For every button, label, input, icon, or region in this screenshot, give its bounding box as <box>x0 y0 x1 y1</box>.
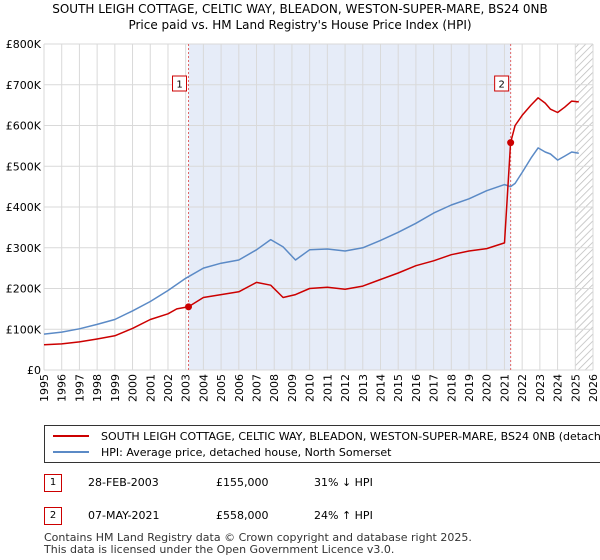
x-tick-label: 2003 <box>180 374 193 402</box>
y-tick-label: £600K <box>6 120 42 133</box>
x-tick-label: 2004 <box>197 374 210 402</box>
footer-copyright: Contains HM Land Registry data © Crown c… <box>44 531 472 544</box>
sale-point <box>185 303 193 311</box>
x-tick-label: 2017 <box>428 374 441 402</box>
y-tick-label: £400K <box>6 201 42 214</box>
x-tick-label: 2022 <box>516 374 529 402</box>
x-tick-label: 1999 <box>109 374 122 402</box>
x-tick-label: 2026 <box>587 374 600 402</box>
x-tick-label: 2024 <box>552 374 565 402</box>
x-tick-label: 2010 <box>304 374 317 402</box>
x-tick-label: 1997 <box>73 374 86 402</box>
hpi-line <box>43 147 579 335</box>
sale-number-box <box>494 75 510 92</box>
transaction-date: 28-FEB-2003 <box>88 476 159 489</box>
legend-label-hpi: HPI: Average price, detached house, Nort… <box>101 445 392 459</box>
chart-subtitle: Price paid vs. HM Land Registry's House … <box>128 18 472 32</box>
x-tick-label: 2015 <box>392 374 405 402</box>
y-tick-label: £100K <box>6 323 42 336</box>
y-tick-label: £800K <box>6 38 42 51</box>
sale-number-label: 2 <box>498 80 504 91</box>
x-tick-label: 2020 <box>481 374 494 402</box>
x-tick-label: 2012 <box>339 374 352 402</box>
chart-title: SOUTH LEIGH COTTAGE, CELTIC WAY, BLEADON… <box>52 2 548 16</box>
y-tick-label: £300K <box>6 242 42 255</box>
transaction-price: £155,000 <box>216 476 269 489</box>
legend-item-hpi: HPI: Average price, detached house, Nort… <box>53 444 391 460</box>
x-tick-label: 2021 <box>498 374 511 402</box>
sale-number-box <box>172 75 188 92</box>
x-tick-label: 2023 <box>534 374 547 402</box>
y-tick-label: £700K <box>6 79 42 92</box>
transaction-price: £558,000 <box>216 509 269 522</box>
x-tick-label: 1996 <box>56 374 69 402</box>
y-tick-label: £0 <box>27 364 41 377</box>
transaction-hpi-diff: 24% ↑ HPI <box>314 509 373 522</box>
price-chart: 1 2 £0 £100K £200K £300K £400K £500K £600K £700K £… <box>6 38 600 402</box>
x-tick-label: 2011 <box>321 374 334 402</box>
x-tick-label: 2013 <box>357 374 370 402</box>
x-tick-label: 2018 <box>445 374 458 402</box>
x-tick-label: 2016 <box>410 374 423 402</box>
x-tick-label: 2009 <box>286 374 299 402</box>
transaction-hpi-diff: 31% ↓ HPI <box>314 476 373 489</box>
legend-label-price-paid: SOUTH LEIGH COTTAGE, CELTIC WAY, BLEADON… <box>101 429 600 443</box>
x-tick-label: 2007 <box>251 374 264 402</box>
y-tick-label: £500K <box>6 160 42 173</box>
x-tick-label: 2000 <box>127 374 140 402</box>
x-tick-label: 2025 <box>569 374 582 402</box>
x-tick-label: 2019 <box>463 374 476 402</box>
x-tick-label: 2005 <box>215 374 228 402</box>
transaction-date: 07-MAY-2021 <box>88 509 160 522</box>
x-tick-label: 2014 <box>374 374 387 402</box>
legend-swatch-price-paid <box>53 435 89 437</box>
transaction-marker-badge: 1 <box>44 474 62 492</box>
x-tick-label: 1998 <box>91 374 104 402</box>
x-tick-label: 2006 <box>233 374 246 402</box>
x-tick-label: 2001 <box>144 374 157 402</box>
price-paid-line <box>43 97 579 346</box>
x-tick-label: 1995 <box>38 374 51 402</box>
legend-item-price-paid: SOUTH LEIGH COTTAGE, CELTIC WAY, BLEADON… <box>53 428 600 444</box>
transaction-marker-badge: 2 <box>44 507 62 525</box>
legend-swatch-hpi <box>53 451 89 453</box>
sale-number-label: 1 <box>176 80 182 91</box>
y-tick-label: £200K <box>6 283 42 296</box>
footer-licence: This data is licensed under the Open Gov… <box>44 543 395 556</box>
x-tick-label: 2008 <box>268 374 281 402</box>
x-tick-label: 2002 <box>162 374 175 402</box>
sale-point <box>507 139 515 147</box>
legend: SOUTH LEIGH COTTAGE, CELTIC WAY, BLEADON… <box>44 425 600 463</box>
